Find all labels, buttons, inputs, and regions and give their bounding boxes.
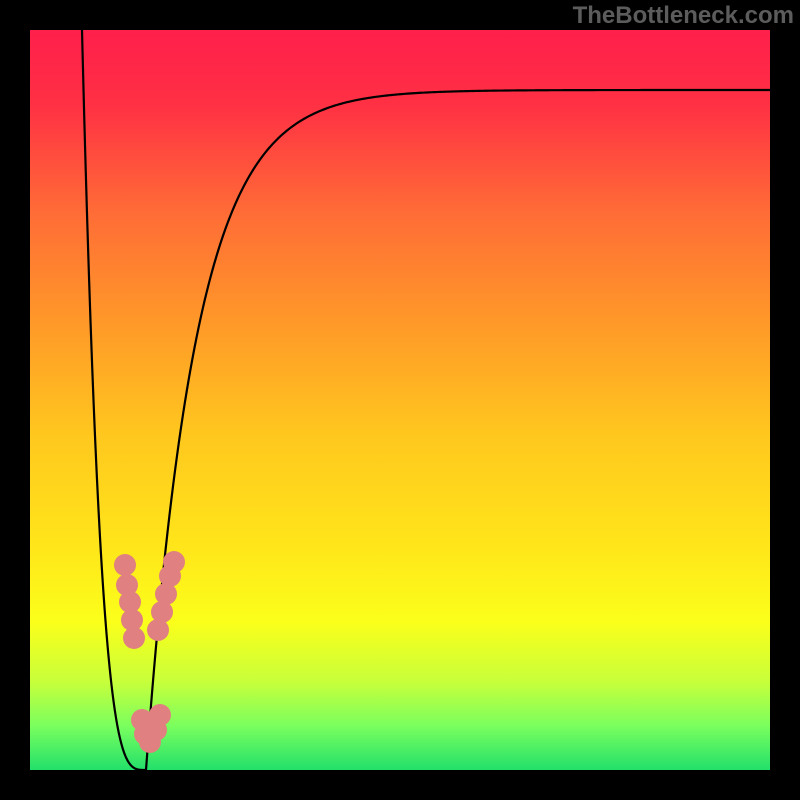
bottleneck-chart: TheBottleneck.com (0, 0, 800, 800)
dot (123, 627, 145, 649)
watermark-label: TheBottleneck.com (573, 2, 794, 30)
dot (149, 704, 171, 726)
plot-background (30, 30, 770, 770)
dot (114, 554, 136, 576)
chart-svg (0, 0, 800, 800)
dot (163, 551, 185, 573)
